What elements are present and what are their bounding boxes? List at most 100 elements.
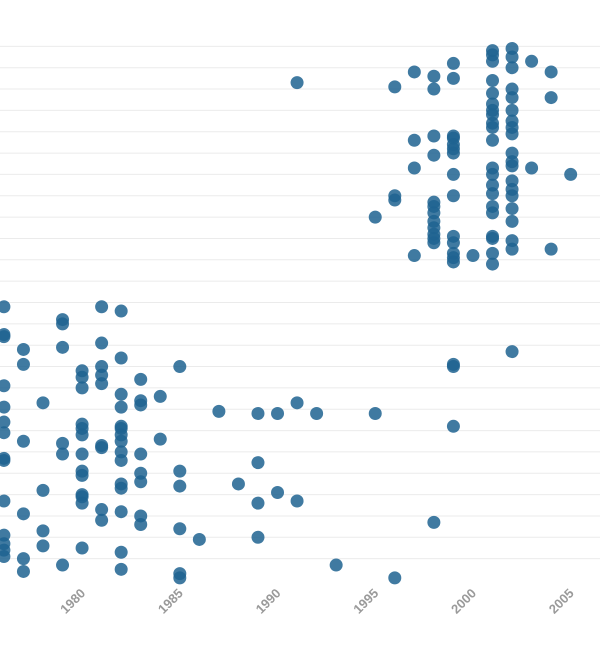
data-point — [427, 236, 441, 250]
data-point — [0, 494, 11, 508]
data-point — [251, 407, 265, 420]
data-point — [153, 432, 167, 446]
data-point — [427, 148, 441, 162]
data-point — [95, 441, 109, 455]
data-point — [407, 161, 421, 175]
data-point — [0, 400, 11, 414]
data-point — [0, 550, 11, 564]
data-point — [16, 552, 30, 566]
data-point — [0, 300, 11, 314]
data-point — [95, 513, 109, 527]
data-point — [16, 507, 30, 521]
data-point — [486, 231, 500, 245]
data-point — [290, 494, 304, 508]
data-point — [544, 91, 558, 105]
data-point — [75, 496, 89, 510]
data-point — [173, 360, 187, 374]
data-point — [192, 532, 206, 546]
data-point — [134, 372, 148, 386]
x-tick-label: 1985 — [155, 586, 186, 617]
data-point — [56, 447, 70, 461]
data-point — [114, 387, 128, 401]
data-point — [446, 189, 460, 203]
data-point — [446, 167, 460, 181]
data-point — [114, 351, 128, 365]
data-point — [329, 558, 343, 572]
data-point — [505, 159, 519, 173]
data-point — [36, 483, 50, 497]
data-point — [368, 210, 382, 224]
data-point — [505, 50, 519, 64]
data-point — [0, 415, 11, 429]
data-point — [173, 571, 187, 585]
data-point — [564, 167, 578, 181]
data-point — [446, 146, 460, 160]
data-point — [446, 71, 460, 85]
data-point — [95, 300, 109, 314]
data-point — [427, 69, 441, 83]
data-point — [56, 558, 70, 572]
data-point — [212, 404, 226, 418]
data-point — [75, 541, 89, 555]
data-point — [16, 342, 30, 356]
data-point — [36, 524, 50, 538]
data-point — [251, 496, 265, 510]
data-point — [173, 522, 187, 536]
data-point — [16, 564, 30, 578]
data-point — [505, 345, 519, 359]
data-point — [525, 54, 539, 68]
data-point — [271, 407, 285, 420]
data-point — [505, 242, 519, 256]
data-point — [486, 246, 500, 260]
data-point — [0, 330, 11, 344]
data-points — [0, 41, 578, 585]
data-point — [114, 304, 128, 318]
data-point — [251, 456, 265, 470]
data-point — [271, 485, 285, 499]
x-tick-label: 1995 — [350, 586, 381, 617]
data-point — [114, 400, 128, 414]
data-point — [114, 545, 128, 559]
data-point — [0, 379, 11, 393]
data-point — [368, 407, 382, 420]
data-point — [486, 206, 500, 220]
data-point — [486, 257, 500, 271]
data-point — [446, 255, 460, 269]
data-point — [56, 317, 70, 331]
x-tick-label: 1990 — [253, 586, 284, 617]
data-point — [75, 447, 89, 461]
data-point — [486, 54, 500, 68]
data-point — [505, 202, 519, 216]
data-point — [407, 65, 421, 79]
data-point — [95, 377, 109, 391]
data-point — [388, 193, 402, 207]
data-point — [75, 468, 89, 482]
data-point — [427, 129, 441, 143]
data-point — [486, 74, 500, 87]
x-axis: 1980 1985 1990 1995 2000 2005 — [57, 586, 577, 617]
data-point — [134, 475, 148, 489]
data-point — [446, 236, 460, 250]
data-point — [231, 477, 245, 491]
data-point — [75, 370, 89, 384]
data-point — [486, 187, 500, 201]
data-point — [388, 571, 402, 585]
data-point — [114, 505, 128, 519]
data-point — [505, 127, 519, 141]
data-point — [36, 396, 50, 410]
data-point — [134, 447, 148, 461]
data-point — [114, 481, 128, 495]
data-point — [505, 91, 519, 105]
data-point — [407, 133, 421, 147]
data-point — [153, 389, 167, 403]
data-point — [427, 515, 441, 529]
data-point — [505, 61, 519, 75]
data-point — [544, 65, 558, 79]
data-point — [173, 479, 187, 493]
data-point — [290, 76, 304, 90]
data-point — [75, 428, 89, 442]
data-point — [427, 82, 441, 96]
data-point — [56, 436, 70, 450]
data-point — [56, 340, 70, 354]
